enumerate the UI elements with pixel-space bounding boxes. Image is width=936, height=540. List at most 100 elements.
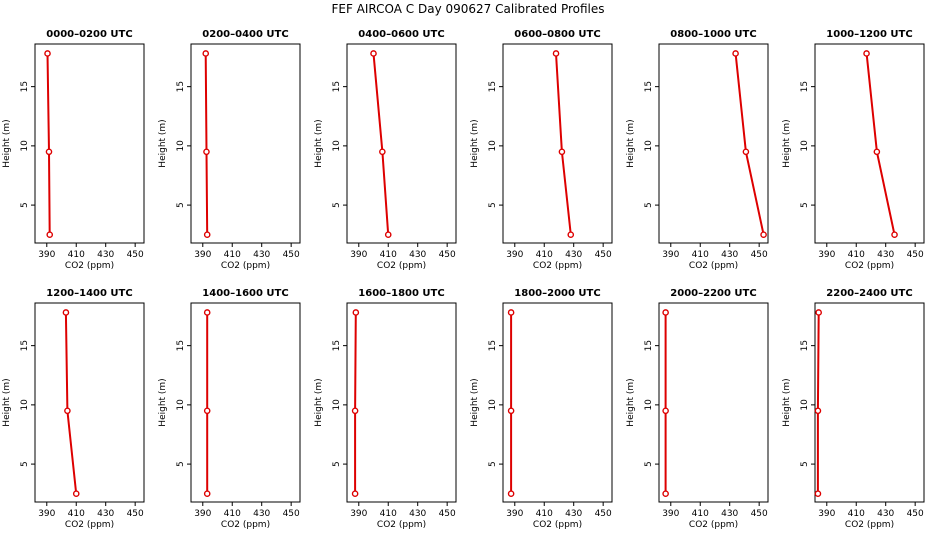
x-tick-label: 450 [751,509,768,519]
plot-frame [814,302,925,503]
plot-frame [814,43,925,244]
x-tick-label: 430 [409,250,426,260]
x-axis-label: CO2 (ppm) [377,261,426,271]
x-tick-label: 410 [68,509,85,519]
x-axis-label: CO2 (ppm) [533,261,582,271]
x-axis-label: CO2 (ppm) [689,261,738,271]
y-tick-label: 15 [332,81,342,92]
panel-title: 1800–2000 UTC [514,288,600,299]
x-axis-label: CO2 (ppm) [845,261,894,271]
y-tick-label: 10 [800,140,810,152]
y-tick-label: 15 [488,340,498,351]
plot-frame [34,302,145,503]
data-point [732,50,739,57]
y-axis-label: Height (m) [782,378,792,426]
data-point [203,231,211,239]
data-point [203,309,211,316]
x-axis-label: CO2 (ppm) [221,261,270,271]
figure-title: FEF AIRCOA C Day 090627 Calibrated Profi… [331,2,604,16]
data-point [46,231,54,239]
x-tick-label: 410 [536,509,553,519]
panel-title: 1000–1200 UTC [826,29,912,40]
data-point [662,309,669,316]
x-tick-label: 430 [409,509,426,519]
data-point [379,148,386,156]
data-point [507,407,515,415]
x-tick-label: 450 [127,509,144,519]
y-tick-label: 15 [644,81,654,92]
x-tick-label: 450 [907,250,924,260]
y-tick-label: 10 [800,399,810,411]
data-point [507,490,515,498]
data-point [507,309,515,316]
data-point [863,50,870,57]
y-tick-label: 15 [176,81,186,92]
y-tick-label: 5 [332,461,342,467]
plot-frame [190,302,301,503]
x-tick-label: 410 [380,250,397,260]
plot-frame [658,43,769,244]
x-axis-label: CO2 (ppm) [377,520,426,530]
profile-line [555,53,572,235]
profile-panel-10: 1800–2000 UTC 390 410 430 450 5 10 15 CO2 (ppm) H… [470,288,613,530]
data-point [662,490,669,498]
data-point [203,148,210,156]
y-tick-label: 5 [20,461,30,467]
panel-title: 2200–2400 UTC [826,288,912,299]
data-point [62,309,70,316]
panel-title: 0400–0600 UTC [358,29,444,40]
panel-grid: 0000–0200 UTC 390 410 430 450 5 10 15 CO2 (ppm) H… [2,29,925,530]
profile-panel-12: 2200–2400 UTC 390 410 430 450 5 10 15 CO2 (ppm) H… [782,288,925,530]
panel-title: 1400–1600 UTC [202,288,288,299]
y-tick-label: 10 [176,140,186,152]
y-tick-label: 15 [800,340,810,351]
y-tick-label: 15 [20,340,30,351]
x-tick-label: 430 [565,509,582,519]
data-point [815,309,822,316]
y-tick-label: 10 [644,399,654,411]
y-axis-label: Height (m) [2,378,12,426]
x-tick-label: 390 [506,250,523,260]
profile-panel-9: 1600–1800 UTC 390 410 430 450 5 10 15 CO2 (ppm) H… [314,288,457,530]
y-tick-label: 5 [176,461,186,467]
profile-panel-1: 0000–0200 UTC 390 410 430 450 5 10 15 CO2 (ppm) H… [2,29,145,271]
data-point [45,148,53,156]
x-tick-label: 450 [751,250,768,260]
y-tick-label: 15 [800,81,810,92]
y-axis-label: Height (m) [782,119,792,167]
x-tick-label: 410 [692,250,709,260]
y-tick-label: 5 [488,461,498,467]
data-point [567,231,575,239]
y-axis-label: Height (m) [158,378,168,426]
y-tick-label: 5 [644,461,654,467]
data-point [814,407,822,415]
data-point [203,490,211,498]
panel-title: 0000–0200 UTC [46,29,132,40]
data-point [662,407,669,415]
y-axis-label: Height (m) [626,119,636,167]
x-tick-label: 430 [253,250,270,260]
y-tick-label: 15 [644,340,654,351]
x-tick-label: 410 [224,509,241,519]
profile-panel-7: 1200–1400 UTC 390 410 430 450 5 10 15 CO2 (ppm) H… [2,288,145,530]
x-tick-label: 390 [38,250,55,260]
y-tick-label: 5 [800,202,810,208]
x-tick-label: 390 [662,509,679,519]
x-tick-label: 410 [68,250,85,260]
y-axis-label: Height (m) [314,378,324,426]
x-tick-label: 410 [224,250,241,260]
y-tick-label: 5 [20,202,30,208]
profile-panel-3: 0400–0600 UTC 390 410 430 450 5 10 15 CO2 (ppm) H… [314,29,457,271]
y-tick-label: 10 [488,140,498,152]
panel-title: 0600–0800 UTC [514,29,600,40]
data-point [44,50,51,57]
data-point [370,50,377,57]
profile-line [734,53,765,235]
profile-line [816,312,820,494]
x-tick-label: 430 [97,250,114,260]
data-point [203,407,211,415]
data-point [552,50,560,57]
y-tick-label: 15 [20,81,30,92]
x-tick-label: 450 [283,509,300,519]
data-point [64,407,71,415]
